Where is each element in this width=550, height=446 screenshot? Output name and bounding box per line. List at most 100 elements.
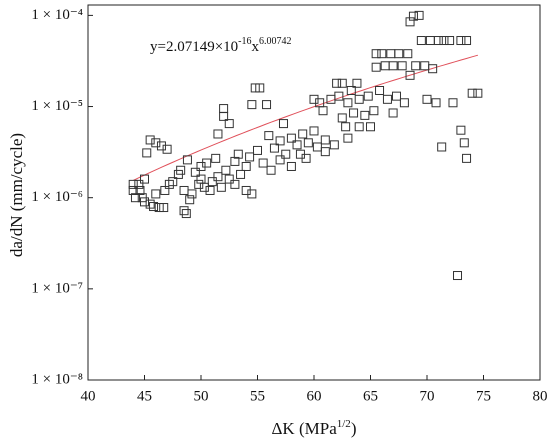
x-title-sup: 1/2 <box>337 418 351 430</box>
x-tick-label: 70 <box>420 388 435 404</box>
point <box>221 165 231 175</box>
point <box>219 111 229 121</box>
point <box>337 78 347 88</box>
equation-part: x <box>252 39 260 55</box>
point <box>420 61 430 71</box>
point <box>185 195 195 205</box>
point <box>224 174 234 184</box>
point <box>394 49 404 59</box>
point <box>405 70 415 80</box>
point <box>462 153 472 163</box>
point <box>371 62 381 72</box>
point <box>456 125 466 135</box>
point <box>156 141 166 151</box>
equation: y=2.07149×10-16x6.00742 <box>150 36 292 55</box>
point <box>354 122 364 132</box>
x-tick-label: 65 <box>363 388 378 404</box>
point <box>437 142 447 152</box>
x-tick-label: 40 <box>81 388 96 404</box>
point <box>445 36 455 46</box>
point <box>241 185 251 195</box>
point <box>281 149 291 159</box>
point <box>149 202 159 212</box>
point <box>213 129 223 139</box>
point <box>255 83 265 93</box>
point <box>216 182 226 192</box>
point <box>320 147 330 157</box>
point <box>142 148 152 158</box>
point <box>428 64 438 74</box>
point <box>329 140 339 150</box>
plot-frame <box>87 4 541 381</box>
point <box>164 179 174 189</box>
point <box>213 172 223 182</box>
point <box>181 209 191 219</box>
point <box>160 185 170 195</box>
point <box>135 185 145 195</box>
point <box>416 36 426 46</box>
y-tick-label: 1 × 10⁻⁴ <box>31 7 83 23</box>
point <box>422 94 432 104</box>
point <box>250 83 260 93</box>
point <box>128 179 138 189</box>
point <box>425 36 435 46</box>
point <box>369 106 379 116</box>
point <box>309 126 319 136</box>
point <box>391 91 401 101</box>
point <box>346 85 356 95</box>
point <box>196 161 206 171</box>
x-tick-label: 80 <box>533 388 548 404</box>
point <box>145 199 155 209</box>
point <box>403 49 413 59</box>
point <box>245 152 255 162</box>
point <box>269 143 279 153</box>
point <box>176 165 186 175</box>
point <box>236 169 246 179</box>
point <box>162 144 172 154</box>
point <box>205 185 215 195</box>
point <box>179 206 189 216</box>
x-axis-title: ΔK (MPa1/2) <box>272 418 357 438</box>
point <box>140 174 149 184</box>
equation-part: -16 <box>238 36 251 47</box>
point <box>414 10 424 20</box>
point <box>332 78 342 88</box>
point <box>301 153 311 163</box>
point <box>182 155 192 165</box>
fit-line <box>132 54 479 181</box>
point <box>448 98 458 108</box>
point <box>303 138 313 148</box>
x-title-main: ΔK (MPa <box>272 419 338 438</box>
point <box>151 189 161 199</box>
point <box>388 108 398 118</box>
point <box>266 165 276 175</box>
point <box>199 182 209 192</box>
point <box>397 61 407 71</box>
point <box>309 94 319 104</box>
point <box>258 158 268 168</box>
point <box>320 135 330 145</box>
equation-part: y=2.07149×10 <box>150 39 238 55</box>
point <box>318 106 328 116</box>
point <box>286 161 296 171</box>
point <box>128 185 138 195</box>
x-tick-label: 60 <box>307 388 322 404</box>
point <box>459 138 469 148</box>
y-axis-title: da/dN (mm/cycle) <box>7 133 26 257</box>
x-tick-label: 75 <box>476 388 491 404</box>
point <box>298 129 308 139</box>
point <box>219 104 229 114</box>
point <box>375 85 385 95</box>
point <box>253 145 262 155</box>
point <box>456 36 466 46</box>
point <box>241 161 251 171</box>
point <box>168 177 178 187</box>
point <box>360 110 370 120</box>
point <box>247 100 257 110</box>
point <box>352 78 362 88</box>
point <box>154 203 164 213</box>
point <box>473 88 483 98</box>
point <box>286 133 296 143</box>
x-title-end: ) <box>351 419 357 438</box>
point <box>349 108 359 118</box>
